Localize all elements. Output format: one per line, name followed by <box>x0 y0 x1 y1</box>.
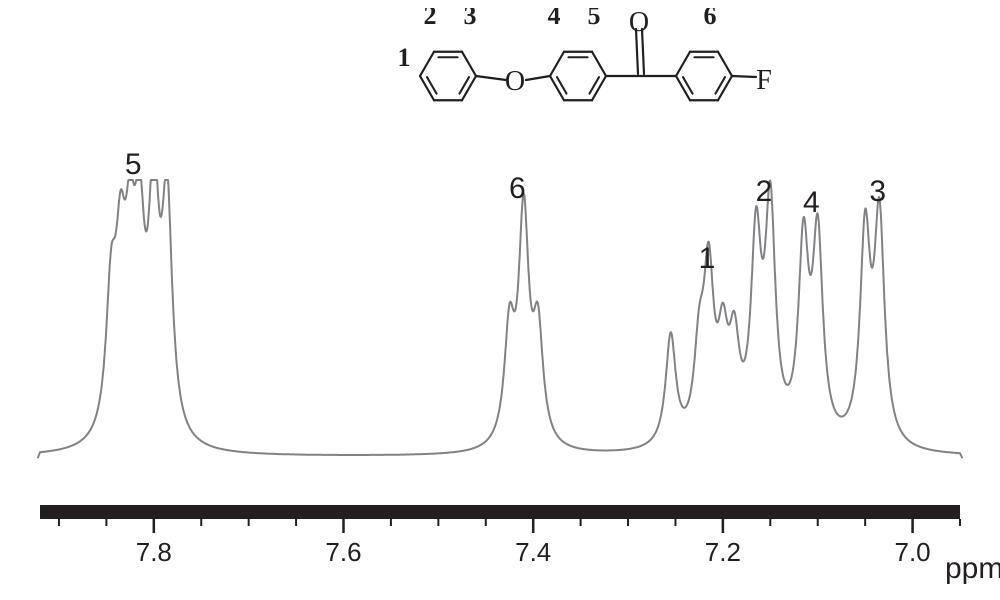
axis-tick-label: 7.0 <box>894 537 930 567</box>
axis-tick-label: 7.8 <box>136 537 172 567</box>
axis-tick-label: 7.2 <box>705 537 741 567</box>
ppm-axis: 7.8 7.6 7.4 7.2 7.0 <box>0 0 1000 600</box>
axis-unit-label: ppm <box>945 552 1000 586</box>
axis-tick-label: 7.6 <box>325 537 361 567</box>
axis-tick-label: 7.4 <box>515 537 551 567</box>
